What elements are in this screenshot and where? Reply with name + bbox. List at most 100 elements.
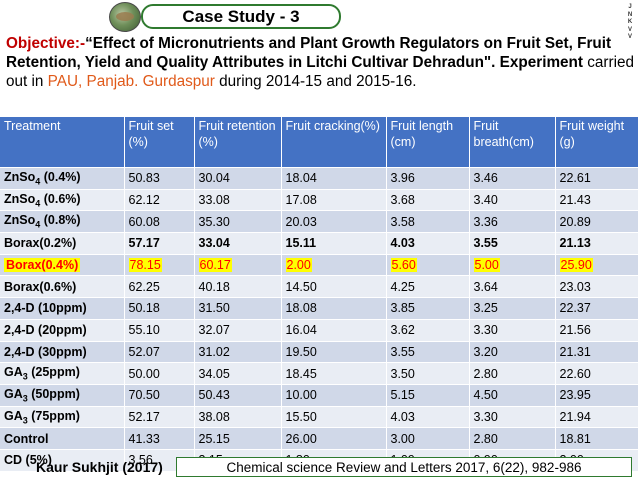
side-letter: N (627, 11, 633, 18)
value-cell: 30.04 (194, 167, 282, 190)
value-cell: 21.56 (555, 318, 638, 341)
treatment-cell: GA3 (75ppm) (0, 405, 125, 428)
cell-value: 4.03 (390, 236, 415, 251)
cell-value: 33.08 (198, 193, 230, 208)
cell-value: 31.02 (198, 344, 230, 359)
treatment-cell: GA3 (50ppm) (0, 383, 125, 407)
value-cell: 18.45 (281, 362, 387, 385)
value-cell: 60.17 (194, 253, 282, 276)
cell-value: 3.55 (473, 236, 498, 251)
value-cell: 21.13 (555, 232, 638, 255)
treatment-dose: (50ppm) (27, 386, 80, 401)
value-cell: 3.62 (386, 318, 470, 341)
treatment-label: ZnSo4 (0.8%) (4, 213, 81, 230)
treatment-cell: ZnSo4 (0.4%) (0, 167, 125, 190)
value-cell: 50.43 (194, 383, 282, 407)
cell-value: 4.25 (390, 279, 415, 294)
treatment-dose: (0.4%) (40, 170, 81, 185)
cell-value: 23.95 (559, 388, 591, 403)
cell-value: 52.07 (128, 344, 160, 359)
cell-value: 25.90 (559, 258, 593, 273)
cell-value: 3.64 (473, 279, 498, 294)
value-cell: 3.30 (469, 318, 556, 341)
side-letter: V (627, 26, 632, 33)
value-cell: 57.17 (124, 232, 195, 255)
table-row: 2,4-D (10ppm) 50.18 31.50 18.08 3.85 3.25 22.3… (0, 297, 638, 320)
treatment-label: 2,4-D (10ppm) (4, 301, 87, 315)
cell-value: 25.15 (198, 431, 230, 446)
value-cell: 3.85 (386, 297, 470, 320)
column-header: Fruit cracking(%) (281, 117, 387, 168)
cell-value: 21.13 (559, 236, 591, 251)
value-cell: 78.15 (124, 253, 195, 276)
cell-value: 3.56 (128, 453, 153, 468)
table-row: ZnSo4 (0.4%) 50.83 30.04 18.04 3.96 3.46 22.61 (0, 167, 638, 190)
cell-value: 50.43 (198, 388, 230, 403)
cell-value: 18.81 (559, 431, 591, 446)
cell-value: 30.04 (198, 171, 230, 186)
value-cell: 3.55 (469, 232, 556, 255)
treatment-name: ZnSo (4, 191, 36, 206)
cell-value: 16.04 (285, 323, 317, 338)
value-cell: 3.96 (386, 167, 470, 190)
treatment-label: Borax(0.4%) (4, 258, 81, 273)
table-row: Control 41.33 25.15 26.00 3.00 2.80 18.81 (0, 427, 638, 450)
objective-text-2: during 2014-15 and 2015-16. (214, 73, 417, 90)
cell-value: 2.80 (473, 431, 498, 446)
treatment-cell: CD (5%) (0, 448, 125, 471)
treatment-label: 2,4-D (20ppm) (4, 323, 87, 337)
value-cell: 62.25 (124, 275, 195, 298)
table-row: 2,4-D (30ppm) 52.07 31.02 19.50 3.55 3.20 21.3… (0, 340, 638, 363)
value-cell: 31.50 (194, 297, 282, 320)
treatment-cell: Borax(0.4%) (0, 253, 125, 276)
treatment-cell: GA3 (25ppm) (0, 362, 125, 385)
value-cell: 41.33 (124, 427, 195, 450)
table-row: Borax(0.2%) 57.17 33.04 15.11 4.03 3.55 21.13 (0, 232, 638, 255)
value-cell: 20.03 (281, 210, 387, 233)
value-cell: 18.04 (281, 167, 387, 190)
value-cell: 15.50 (281, 405, 387, 428)
treatment-name: 2,4-D (30ppm) (4, 344, 87, 359)
cell-value: 18.04 (285, 171, 317, 186)
treatment-cell: 2,4-D (10ppm) (0, 297, 125, 320)
value-cell: 50.18 (124, 297, 195, 320)
cell-value: 38.08 (198, 409, 230, 424)
value-cell: 5.15 (386, 383, 470, 407)
value-cell: 4.50 (469, 383, 556, 407)
cell-value: 21.56 (559, 323, 591, 338)
treatment-name: Borax(0.2%) (4, 236, 77, 251)
objective-label: Objective:- (6, 35, 86, 52)
value-cell: 60.08 (124, 210, 195, 233)
value-cell: 4.03 (386, 405, 470, 428)
footer: Kaur Sukhjit (2017) Chemical science Rev… (0, 456, 638, 478)
side-letter: J (628, 4, 632, 10)
value-cell: 4.03 (386, 232, 470, 255)
cell-value: 3.30 (473, 323, 498, 338)
cell-value: 62.25 (128, 279, 160, 294)
treatment-cell: 2,4-D (20ppm) (0, 318, 125, 341)
value-cell: 21.31 (555, 340, 638, 363)
value-cell: 55.10 (124, 318, 195, 341)
value-cell: 3.64 (469, 275, 556, 298)
value-cell: 21.43 (555, 188, 638, 211)
value-cell: 3.46 (469, 167, 556, 190)
cell-value: 62.12 (128, 193, 160, 208)
value-cell: 3.25 (469, 297, 556, 320)
cell-value: 26.00 (285, 431, 317, 446)
cell-value: 3.55 (390, 344, 415, 359)
treatment-cell: Borax(0.6%) (0, 275, 125, 298)
case-study-title: Case Study - 3 (141, 4, 341, 29)
title-bar: Case Study - 3 J N K V V (0, 0, 638, 40)
value-cell: 50.00 (124, 362, 195, 385)
value-cell: 16.04 (281, 318, 387, 341)
cell-value: 22.60 (559, 366, 591, 381)
value-cell: 3.36 (469, 210, 556, 233)
cell-value: 5.15 (390, 388, 415, 403)
value-cell: 33.04 (194, 232, 282, 255)
value-cell: 3.30 (469, 405, 556, 428)
value-cell: 20.89 (555, 210, 638, 233)
value-cell: 62.12 (124, 188, 195, 211)
table-row: 2,4-D (20ppm) 55.10 32.07 16.04 3.62 3.30 21.5… (0, 318, 638, 341)
cell-value: 15.11 (285, 236, 317, 251)
cell-value: 5.60 (390, 258, 417, 273)
